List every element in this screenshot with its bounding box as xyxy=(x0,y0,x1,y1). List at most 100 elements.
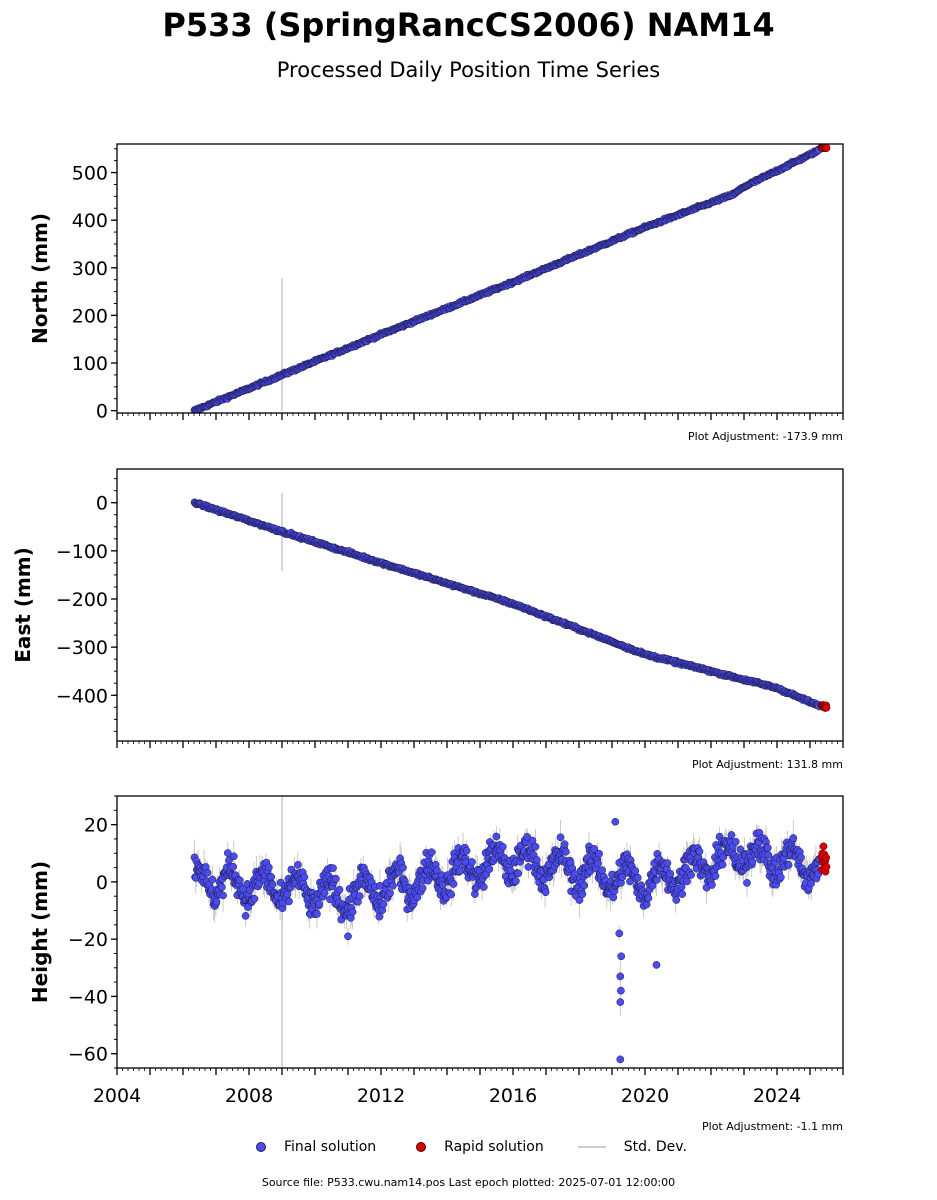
final-solution-point xyxy=(560,840,569,849)
final-solution-point xyxy=(427,848,436,857)
final-solution-point xyxy=(617,986,625,995)
final-solution-point xyxy=(512,877,520,885)
plot-adjustment-note: Plot Adjustment: -1.1 mm xyxy=(702,1120,843,1133)
final-solution-point xyxy=(399,863,407,872)
y-tick-label: 500 xyxy=(72,163,108,185)
final-solution-point xyxy=(332,874,340,883)
final-solution-point xyxy=(329,864,337,872)
final-solution-point xyxy=(683,877,691,886)
plot-adjustment-note: Plot Adjustment: -173.9 mm xyxy=(688,430,843,443)
y-tick-label: −200 xyxy=(56,589,108,611)
final-solution-point xyxy=(267,873,276,881)
final-solution-point xyxy=(652,876,661,884)
legend-item-rapid: Rapid solution xyxy=(410,1139,544,1155)
final-solution-point xyxy=(235,876,244,885)
final-solution-point xyxy=(578,890,587,899)
y-tick-label: −400 xyxy=(56,685,108,707)
final-solution-point xyxy=(313,910,321,918)
final-solution-point xyxy=(389,881,397,890)
x-tick-label: 2016 xyxy=(489,1085,537,1107)
final-solution-point xyxy=(642,900,651,909)
final-solution-point xyxy=(433,866,441,874)
final-solution-point xyxy=(320,889,329,897)
y-tick-label: 400 xyxy=(72,210,108,232)
final-solution-point xyxy=(776,873,785,882)
final-solution-point xyxy=(616,998,625,1006)
final-solution-point xyxy=(789,834,798,842)
y-tick-label: −20 xyxy=(68,929,108,951)
final-solution-point xyxy=(413,893,422,902)
final-solution-point xyxy=(727,831,736,839)
final-solution-point xyxy=(241,912,250,920)
final-solution-point xyxy=(449,880,458,888)
final-solution-point xyxy=(229,852,238,861)
final-solution-point xyxy=(528,836,537,845)
final-solution-point xyxy=(617,952,626,961)
final-solution-point xyxy=(335,885,344,894)
final-solution-point xyxy=(731,837,740,846)
final-solution-point xyxy=(748,858,757,866)
final-solution-point xyxy=(523,833,532,841)
plot-frame xyxy=(116,143,844,414)
final-solution-point xyxy=(485,865,494,874)
final-solution-point xyxy=(479,883,488,891)
rapid-solution-point xyxy=(819,842,828,851)
rapid-solution-point xyxy=(822,863,831,871)
final-solution-point xyxy=(250,894,259,903)
final-solution-point xyxy=(609,893,618,902)
final-solution-point xyxy=(708,881,716,889)
panel-2: 0 −100 −200 −300 −400 East (mm) Plot Adjustmen… xyxy=(11,468,844,771)
final-solution-point xyxy=(618,873,627,882)
final-solution-point xyxy=(348,908,357,916)
final-solution-point xyxy=(784,861,793,869)
final-solution-point xyxy=(615,929,624,938)
final-solution-point xyxy=(375,912,384,921)
final-solution-point xyxy=(695,847,704,856)
final-solution-point xyxy=(711,872,720,880)
final-solution-point xyxy=(379,900,388,909)
std-dev-line-marker xyxy=(577,1146,606,1148)
rapid-solution-point xyxy=(822,703,831,712)
final-solution-point xyxy=(456,867,464,875)
legend-label-std: Std. Dev. xyxy=(623,1139,687,1155)
y-axis-label: East (mm) xyxy=(11,547,35,663)
final-solution-point xyxy=(218,883,226,892)
final-solution-point xyxy=(594,859,602,868)
final-solution-point xyxy=(616,972,625,981)
y-tick-label: −300 xyxy=(56,637,108,659)
rapid-solution-marker xyxy=(416,1142,427,1152)
final-solution-point xyxy=(300,873,309,881)
chart-title: P533 (SpringRancCS2006) NAM14 xyxy=(162,6,775,44)
data-area-3 xyxy=(190,796,831,1068)
data-area-1 xyxy=(190,144,831,413)
final-solution-point xyxy=(223,849,232,857)
final-solution-point xyxy=(616,1055,625,1064)
final-solution-point xyxy=(468,858,476,866)
final-solution-point xyxy=(763,844,772,852)
panel-3: 20 0 −20 −40 −60 2004 2008 2012 2016 2020 2024 Heig… xyxy=(28,795,844,1133)
final-solution-point xyxy=(663,859,672,867)
y-tick-label: −100 xyxy=(56,541,108,563)
legend-label-final: Final solution xyxy=(284,1139,377,1155)
final-solution-point xyxy=(498,842,507,851)
legend-label-rapid: Rapid solution xyxy=(444,1139,544,1155)
y-axis-label: Height (mm) xyxy=(28,861,52,1003)
final-solution-point xyxy=(580,881,589,890)
rapid-solution-point xyxy=(822,853,831,862)
plot-adjustment-note: Plot Adjustment: 131.8 mm xyxy=(692,758,843,771)
x-tick-label: 2024 xyxy=(753,1085,801,1107)
y-axis-label: North (mm) xyxy=(28,213,52,344)
final-solution-point xyxy=(672,896,681,904)
final-solution-point xyxy=(264,863,273,872)
final-solution-point xyxy=(285,897,293,906)
x-tick-label: 2008 xyxy=(225,1085,273,1107)
y-tick-label: 20 xyxy=(84,815,108,837)
final-solution-point xyxy=(633,873,642,882)
final-solution-point xyxy=(595,849,603,858)
final-solution-point xyxy=(418,884,427,892)
final-solution-point xyxy=(797,853,805,862)
panel-1: 0 100 200 300 400 500 North (mm) Plot Adjustmen… xyxy=(28,143,844,443)
y-tick-label: 100 xyxy=(72,353,108,375)
final-solution-point xyxy=(212,897,221,906)
